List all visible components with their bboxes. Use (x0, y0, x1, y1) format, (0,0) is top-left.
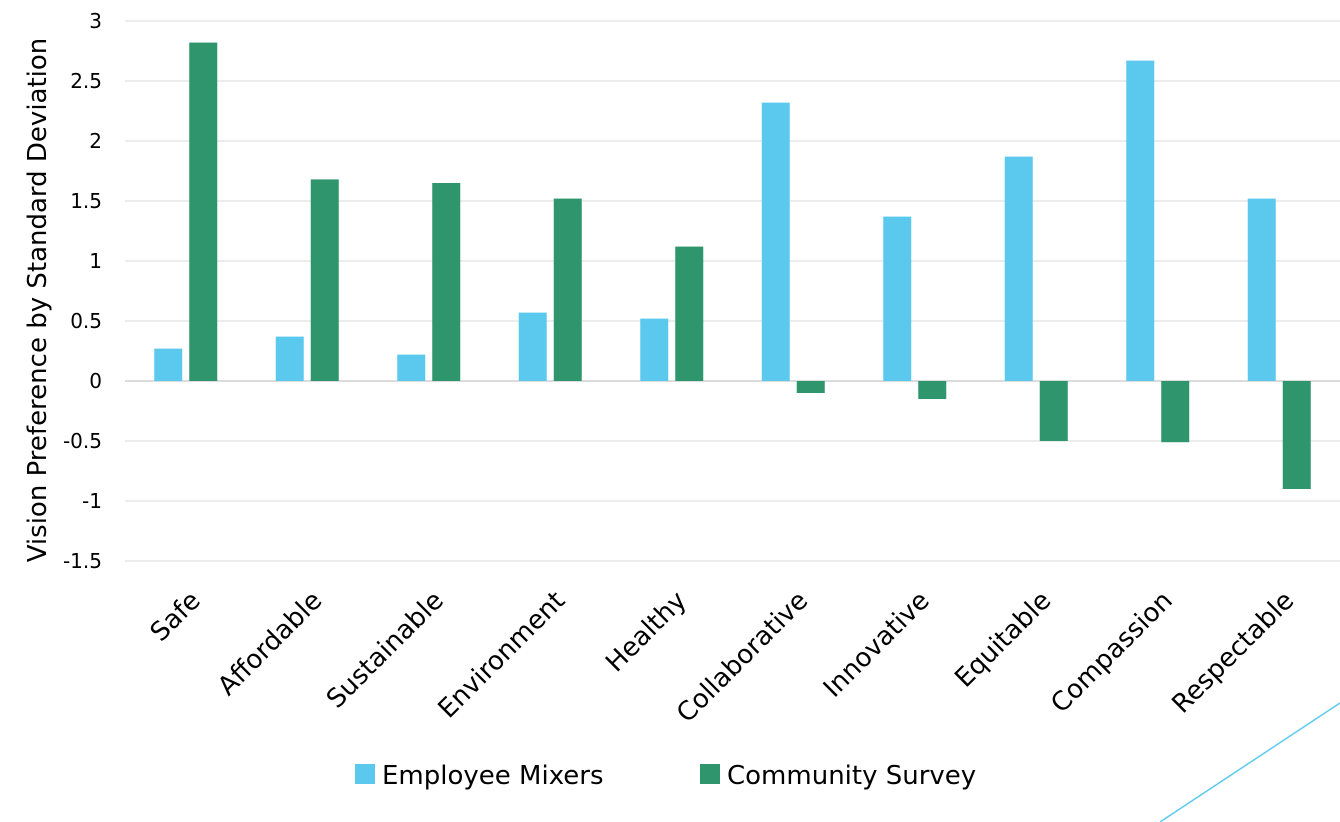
x-tick-label: Equitable (949, 586, 1057, 694)
gridlines (125, 20, 1340, 562)
bar-employee-mixers-innovative (883, 216, 912, 381)
y-tick-label: -0.5 (63, 429, 102, 453)
x-tick-label: Respectable (1166, 586, 1300, 720)
x-tick-label: Sustainable (321, 586, 450, 715)
bars (154, 42, 1311, 489)
y-axis-ticks: 3 2.5 2 1.5 1 0.5 0 -0.5 -1 -1.5 (63, 9, 102, 573)
legend: Employee Mixers Community Survey (355, 761, 976, 791)
bar-employee-mixers-respectable (1247, 198, 1276, 381)
bar-community-survey-affordable (310, 179, 339, 381)
x-tick-label: Environment (433, 586, 572, 725)
bar-employee-mixers-equitable (1004, 156, 1033, 381)
bar-community-survey-environment (553, 198, 582, 381)
bar-employee-mixers-collaborative (761, 102, 790, 381)
y-tick-label: 3 (89, 9, 102, 33)
bar-community-survey-sustainable (432, 183, 461, 381)
bar-community-survey-equitable (1039, 381, 1068, 441)
x-tick-label: Collaborative (671, 586, 814, 729)
bar-employee-mixers-affordable (275, 336, 304, 381)
x-tick-label: Compassion (1045, 586, 1178, 719)
y-tick-label: 0.5 (70, 309, 102, 333)
y-tick-label: 1 (89, 249, 102, 273)
bar-community-survey-compassion (1161, 381, 1190, 443)
y-tick-label: 0 (89, 369, 102, 393)
bar-community-survey-respectable (1282, 381, 1311, 489)
legend-label: Community Survey (727, 761, 976, 791)
y-axis-title: Vision Preference by Standard Deviation (23, 38, 53, 563)
bar-community-survey-safe (189, 42, 218, 381)
bar-employee-mixers-compassion (1126, 60, 1155, 381)
bar-community-survey-innovative (918, 381, 947, 399)
bar-employee-mixers-healthy (640, 318, 669, 381)
bar-community-survey-collaborative (796, 381, 825, 393)
y-tick-label: -1 (82, 489, 102, 513)
bar-community-survey-healthy (675, 246, 704, 381)
bar-employee-mixers-safe (154, 348, 183, 381)
x-tick-label: Affordable (212, 586, 328, 702)
x-tick-label: Safe (145, 586, 207, 648)
y-tick-label: 2.5 (70, 69, 102, 93)
y-tick-label: 2 (89, 129, 102, 153)
x-tick-label: Healthy (600, 586, 692, 678)
legend-label: Employee Mixers (382, 761, 604, 791)
bar-employee-mixers-environment (518, 312, 547, 381)
decorative-accent-line (1159, 702, 1340, 822)
x-tick-label: Innovative (818, 586, 936, 704)
bar-employee-mixers-sustainable (397, 354, 426, 381)
legend-swatch (355, 764, 375, 784)
legend-swatch (700, 764, 720, 784)
y-tick-label: 1.5 (70, 189, 102, 213)
y-tick-label: -1.5 (63, 549, 102, 573)
